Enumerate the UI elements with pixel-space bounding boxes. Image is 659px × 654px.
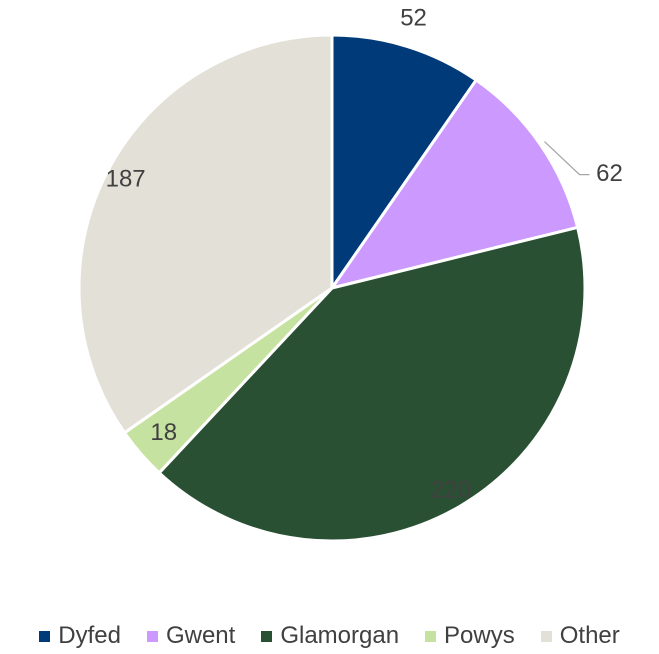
legend-swatch — [425, 630, 437, 642]
data-label-other: 187 — [106, 166, 146, 193]
pie-chart: 52 62 220 18 187 — [77, 5, 623, 543]
legend-item-gwent: Gwent — [146, 622, 236, 650]
data-labels: 52 62 220 18 187 — [106, 5, 623, 504]
pie-slices — [77, 33, 587, 543]
pie-slice-dyfed — [330, 33, 478, 290]
legend-label: Dyfed — [58, 622, 121, 649]
data-label-dyfed: 52 — [400, 5, 427, 32]
data-label-powys: 18 — [150, 419, 177, 446]
leader-lines — [544, 141, 590, 176]
legend-label: Gwent — [165, 622, 236, 649]
legend-swatch — [146, 630, 158, 642]
legend-item-powys: Powys — [425, 622, 515, 650]
leader-line-gwent — [544, 141, 590, 176]
legend-label: Powys — [444, 622, 515, 649]
data-label-glamorgan: 220 — [431, 476, 471, 503]
legend-item-glamorgan: Glamorgan — [261, 622, 399, 650]
legend-swatch — [540, 630, 552, 642]
legend-swatch — [261, 630, 273, 642]
legend-swatch — [39, 630, 51, 642]
legend-item-dyfed: Dyfed — [39, 622, 121, 650]
data-label-gwent: 62 — [596, 160, 623, 187]
legend: Dyfed Gwent Glamorgan Powys Other — [0, 618, 659, 654]
pie-slice-other — [77, 33, 334, 435]
legend-label: Glamorgan — [280, 622, 400, 649]
legend-label: Other — [559, 622, 620, 649]
pie-slice-gwent — [330, 78, 580, 290]
pie-slice-glamorgan — [157, 225, 587, 543]
legend-item-other: Other — [540, 622, 620, 650]
